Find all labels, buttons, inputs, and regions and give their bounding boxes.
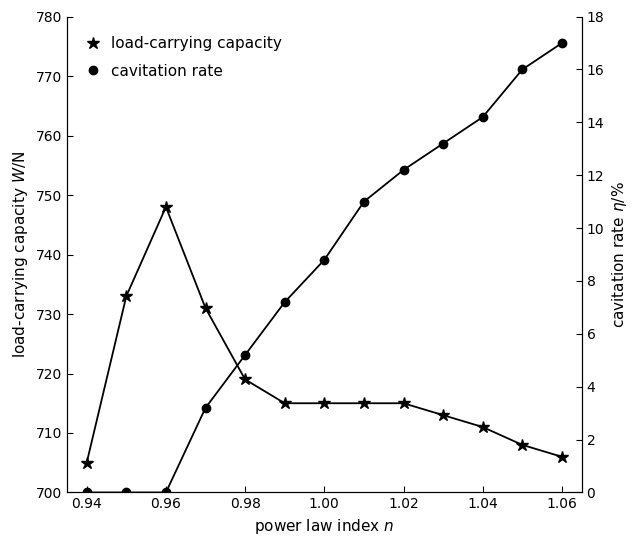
load-carrying capacity (439, 412, 447, 418)
load-carrying capacity (241, 376, 249, 383)
load-carrying capacity (479, 424, 486, 430)
Line: load-carrying capacity: load-carrying capacity (81, 201, 568, 469)
load-carrying capacity (321, 400, 328, 406)
load-carrying capacity (558, 453, 566, 460)
cavitation rate (399, 167, 407, 173)
Line: cavitation rate: cavitation rate (83, 39, 566, 497)
load-carrying capacity (399, 400, 407, 406)
load-carrying capacity (281, 400, 289, 406)
load-carrying capacity (360, 400, 368, 406)
cavitation rate (202, 405, 209, 411)
X-axis label: power law index $n$: power law index $n$ (254, 517, 394, 536)
cavitation rate (518, 66, 526, 73)
load-carrying capacity (83, 459, 90, 466)
cavitation rate (122, 489, 130, 496)
Y-axis label: load-carrying capacity $W$/N: load-carrying capacity $W$/N (11, 151, 30, 358)
Y-axis label: cavitation rate $\eta$/%: cavitation rate $\eta$/% (610, 181, 629, 328)
load-carrying capacity (122, 293, 130, 299)
cavitation rate (479, 114, 486, 120)
cavitation rate (360, 199, 368, 205)
cavitation rate (281, 299, 289, 305)
cavitation rate (321, 257, 328, 263)
Legend: load-carrying capacity, cavitation rate: load-carrying capacity, cavitation rate (74, 24, 294, 91)
load-carrying capacity (202, 305, 209, 311)
cavitation rate (162, 489, 170, 496)
cavitation rate (241, 352, 249, 358)
cavitation rate (439, 140, 447, 147)
cavitation rate (83, 489, 90, 496)
cavitation rate (558, 40, 566, 46)
load-carrying capacity (162, 203, 170, 210)
load-carrying capacity (518, 441, 526, 448)
